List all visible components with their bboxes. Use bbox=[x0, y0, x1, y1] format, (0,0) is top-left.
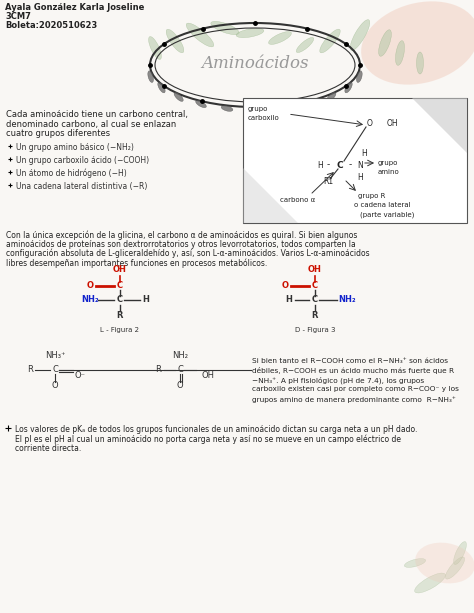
Text: R: R bbox=[312, 311, 318, 319]
Text: NH₂: NH₂ bbox=[81, 295, 99, 305]
Text: L - Figura 2: L - Figura 2 bbox=[100, 327, 139, 333]
Text: O: O bbox=[177, 381, 183, 390]
Ellipse shape bbox=[269, 32, 292, 44]
Text: Ayala González Karla Joseline: Ayala González Karla Joseline bbox=[5, 3, 145, 12]
FancyBboxPatch shape bbox=[243, 98, 467, 223]
Ellipse shape bbox=[166, 29, 184, 53]
Text: O⁻: O⁻ bbox=[75, 370, 86, 379]
Text: corriente directa.: corriente directa. bbox=[15, 444, 81, 453]
Text: NH₂: NH₂ bbox=[338, 295, 356, 305]
Text: H: H bbox=[357, 172, 363, 181]
Text: R1: R1 bbox=[323, 177, 333, 186]
Text: NH₃⁺: NH₃⁺ bbox=[45, 351, 65, 360]
Text: C: C bbox=[52, 365, 58, 375]
Text: denominado carbono, al cual se enlazan: denominado carbono, al cual se enlazan bbox=[6, 120, 176, 129]
Polygon shape bbox=[243, 168, 298, 223]
Text: -: - bbox=[348, 161, 352, 170]
Text: C: C bbox=[337, 161, 343, 170]
Text: 3CM7: 3CM7 bbox=[5, 12, 31, 21]
Text: H: H bbox=[361, 148, 367, 158]
Ellipse shape bbox=[415, 573, 446, 593]
Text: D - Figura 3: D - Figura 3 bbox=[295, 327, 335, 333]
Text: O: O bbox=[52, 381, 58, 390]
Text: carboxilo: carboxilo bbox=[248, 115, 280, 121]
Text: OH: OH bbox=[386, 118, 398, 128]
Text: -: - bbox=[327, 161, 329, 170]
Text: grupo R: grupo R bbox=[358, 193, 385, 199]
Text: grupo: grupo bbox=[248, 106, 268, 112]
Text: NH₂: NH₂ bbox=[172, 351, 188, 360]
Text: C: C bbox=[177, 365, 183, 375]
Polygon shape bbox=[412, 98, 467, 153]
Ellipse shape bbox=[296, 37, 314, 53]
Text: carbono α: carbono α bbox=[280, 197, 315, 203]
Text: Un grupo carboxilo ácido (−COOH): Un grupo carboxilo ácido (−COOH) bbox=[16, 156, 149, 165]
Ellipse shape bbox=[356, 71, 362, 83]
Text: R: R bbox=[117, 311, 123, 319]
Text: carboxilo existen casi por completo como R−COO⁻ y los: carboxilo existen casi por completo como… bbox=[252, 387, 459, 392]
Text: O: O bbox=[282, 281, 289, 291]
Text: libres desempeñan importantes funciones en procesos metabólicos.: libres desempeñan importantes funciones … bbox=[6, 258, 267, 267]
Text: OH: OH bbox=[113, 265, 127, 275]
Text: H: H bbox=[317, 161, 323, 170]
Text: OH: OH bbox=[202, 370, 215, 379]
Ellipse shape bbox=[361, 1, 474, 85]
Ellipse shape bbox=[395, 40, 404, 66]
Text: H: H bbox=[285, 295, 292, 305]
Ellipse shape bbox=[327, 92, 336, 101]
Ellipse shape bbox=[404, 558, 426, 568]
Ellipse shape bbox=[211, 21, 239, 35]
Text: O: O bbox=[367, 118, 373, 128]
Text: O: O bbox=[86, 281, 93, 291]
Ellipse shape bbox=[454, 541, 466, 565]
Text: C: C bbox=[312, 281, 318, 291]
Ellipse shape bbox=[320, 29, 340, 53]
Ellipse shape bbox=[236, 28, 264, 37]
Ellipse shape bbox=[148, 71, 154, 83]
Text: o cadena lateral: o cadena lateral bbox=[354, 202, 410, 208]
Text: C: C bbox=[117, 281, 123, 291]
Ellipse shape bbox=[350, 20, 370, 50]
Text: R: R bbox=[155, 365, 161, 375]
Text: Una cadena lateral distintiva (−R): Una cadena lateral distintiva (−R) bbox=[16, 182, 147, 191]
Ellipse shape bbox=[379, 30, 392, 56]
Text: C: C bbox=[312, 295, 318, 305]
Text: Aminoácidos: Aminoácidos bbox=[201, 55, 309, 72]
Text: Un grupo amino básico (−NH₂): Un grupo amino básico (−NH₂) bbox=[16, 143, 134, 152]
Ellipse shape bbox=[148, 37, 162, 59]
Text: Si bien tanto el R−COOH como el R−NH₃⁺ son ácidos: Si bien tanto el R−COOH como el R−NH₃⁺ s… bbox=[252, 358, 448, 364]
Text: R: R bbox=[27, 365, 33, 375]
Text: −NH₃⁺. A pH fisiológico (pH de 7.4), los grupos: −NH₃⁺. A pH fisiológico (pH de 7.4), los… bbox=[252, 377, 424, 384]
Text: N: N bbox=[357, 161, 363, 170]
Ellipse shape bbox=[174, 92, 183, 101]
Text: Los valores de pKₐ de todos los grupos funcionales de un aminoácido dictan su ca: Los valores de pKₐ de todos los grupos f… bbox=[15, 425, 418, 434]
Text: grupos amino de manera predominante como  R−NH₃⁺: grupos amino de manera predominante como… bbox=[252, 396, 456, 403]
Text: Un átomo de hidrógeno (−H): Un átomo de hidrógeno (−H) bbox=[16, 169, 127, 178]
Ellipse shape bbox=[221, 105, 233, 112]
Text: grupo: grupo bbox=[378, 160, 398, 166]
Text: Cada aminoácido tiene un carbono central,: Cada aminoácido tiene un carbono central… bbox=[6, 110, 188, 119]
Text: aminoácidos de proteínas son dextrorrotatorios y otros levorrotatorios, todos co: aminoácidos de proteínas son dextrorrota… bbox=[6, 240, 356, 249]
Text: OH: OH bbox=[308, 265, 322, 275]
Text: configuración absoluta de L-gliceraldehído y, así, son L-α-aminoácidos. Varios L: configuración absoluta de L-gliceraldehí… bbox=[6, 249, 370, 259]
Ellipse shape bbox=[186, 23, 214, 47]
Text: H: H bbox=[143, 295, 149, 305]
Ellipse shape bbox=[415, 543, 474, 584]
Ellipse shape bbox=[196, 101, 206, 108]
Ellipse shape bbox=[345, 82, 352, 93]
Text: Boleta:2020510623: Boleta:2020510623 bbox=[5, 21, 97, 30]
Ellipse shape bbox=[417, 52, 423, 74]
Text: cuatro grupos diferentes: cuatro grupos diferentes bbox=[6, 129, 110, 138]
Text: C: C bbox=[117, 295, 123, 305]
Text: (parte variable): (parte variable) bbox=[360, 211, 414, 218]
Text: amino: amino bbox=[378, 169, 400, 175]
Text: Con la única excepción de la glicina, el carbono α de aminoácidos es quiral. Si : Con la única excepción de la glicina, el… bbox=[6, 231, 357, 240]
Ellipse shape bbox=[446, 557, 465, 579]
Text: débiles, R−COOH es un ácido mucho más fuerte que R: débiles, R−COOH es un ácido mucho más fu… bbox=[252, 368, 454, 375]
Text: El pI es el pH al cual un aminoácido no porta carga neta y así no se mueve en un: El pI es el pH al cual un aminoácido no … bbox=[15, 435, 401, 444]
Ellipse shape bbox=[158, 82, 165, 93]
